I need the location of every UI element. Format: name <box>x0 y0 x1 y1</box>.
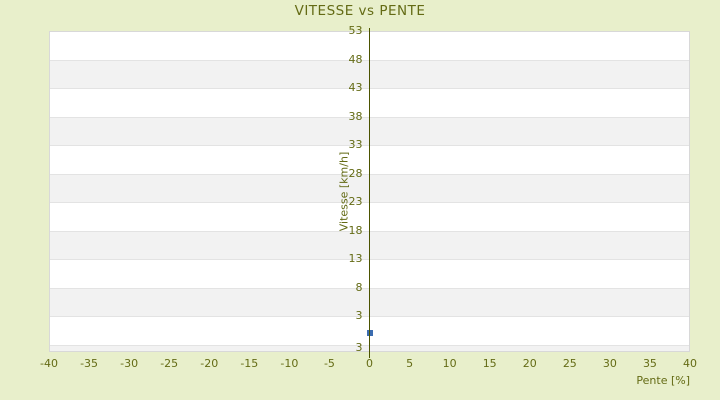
x-tick-label: -25 <box>160 357 179 370</box>
x-tick-label: -35 <box>80 357 99 370</box>
x-tick-label: -5 <box>323 357 335 370</box>
chart-title: VITESSE vs PENTE <box>294 3 426 19</box>
y-tick-label: 3 <box>355 341 363 354</box>
x-tick-label: -40 <box>40 357 58 370</box>
y-axis-title: Vitesse [km/h] <box>337 151 350 231</box>
x-tick-label: 35 <box>642 357 657 370</box>
x-tick-label: 10 <box>442 357 457 370</box>
y-tick-label: 53 <box>348 24 363 37</box>
x-tick-label: 30 <box>602 357 617 370</box>
y-tick-label: 33 <box>348 138 363 152</box>
x-tick-label: 5 <box>406 357 414 370</box>
y-tick-label: 43 <box>348 81 363 95</box>
x-axis-title: Pente [%] <box>636 374 690 387</box>
y-tick-label: 38 <box>348 109 363 123</box>
y-tick-label: 23 <box>348 195 363 209</box>
x-tick-label: -15 <box>240 357 259 370</box>
y-tick-label: 3 <box>355 309 363 323</box>
zero-axis-line <box>368 28 371 358</box>
x-tick-label: -30 <box>120 357 139 370</box>
x-tick-label: -20 <box>200 357 219 370</box>
x-tick-label: 40 <box>683 357 697 370</box>
y-tick-label: 28 <box>348 166 363 180</box>
x-tick-label: 15 <box>482 357 497 370</box>
x-tick-label: -10 <box>280 357 299 370</box>
y-tick-label: 48 <box>348 52 363 66</box>
x-tick-label: 20 <box>522 357 537 370</box>
x-tick-label: 0 <box>366 357 373 370</box>
y-tick-label: 8 <box>355 280 363 294</box>
y-tick-label: 13 <box>348 252 363 266</box>
x-tick-label: 25 <box>562 357 577 370</box>
y-tick-label: 18 <box>348 223 363 237</box>
